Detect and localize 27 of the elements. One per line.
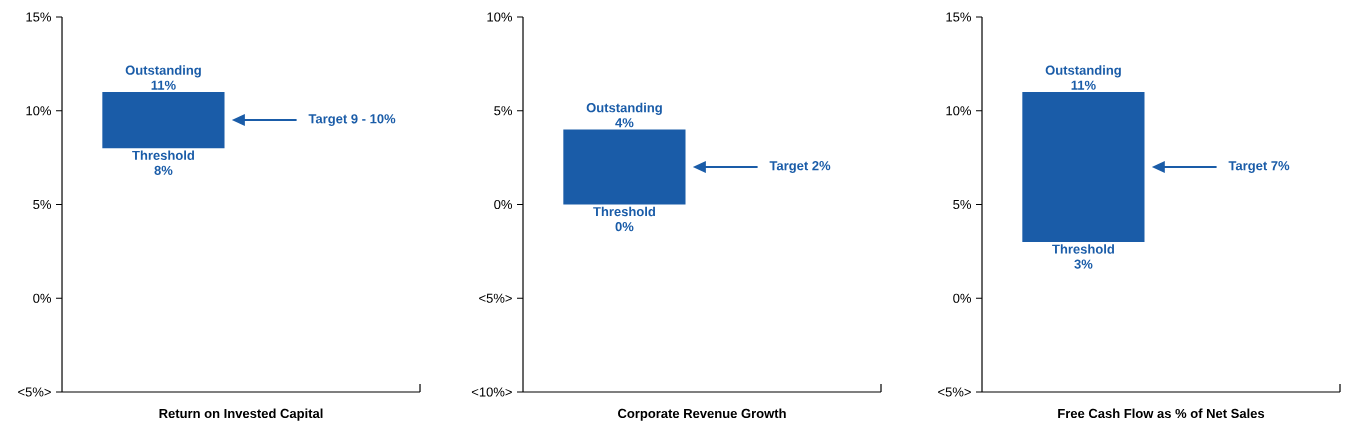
ref-line-label: Target 9 - 10% <box>308 114 396 127</box>
x-axis-title: Free Cash Flow as % of Net Sales <box>1058 408 1265 419</box>
y-tick-label: 5% <box>33 199 52 210</box>
y-tick-label: 10% <box>946 106 972 116</box>
y-tick-label: <5%> <box>18 387 51 397</box>
annotation: Threshold 3% <box>1052 244 1114 269</box>
y-tick-label: <5%> <box>938 387 971 397</box>
y-tick-label: 15% <box>946 12 972 22</box>
y-tick-label: 0% <box>33 293 52 303</box>
annotation: Outstanding 11% <box>1045 65 1121 90</box>
annotation: Outstanding 4% <box>586 102 662 128</box>
ref-line-label: Target 2% <box>769 161 831 173</box>
y-tick-label: 5% <box>494 106 513 116</box>
y-tick-label: 15% <box>26 12 52 22</box>
y-tick-label: 0% <box>953 293 972 303</box>
x-axis-title: Return on Invested Capital <box>159 408 323 421</box>
y-tick-label: 10% <box>487 12 513 22</box>
y-tick-label: 10% <box>26 106 52 116</box>
annotation: Threshold 0% <box>593 206 655 232</box>
annotation: Outstanding 11% <box>125 65 201 90</box>
y-tick-label: 5% <box>953 199 972 210</box>
y-tick-label: 0% <box>494 199 513 210</box>
annotation: Threshold 8% <box>132 150 194 175</box>
ref-line-label: Target 7% <box>1228 161 1290 173</box>
y-tick-label: <5%> <box>479 293 512 303</box>
x-axis-title: Corporate Revenue Growth <box>618 408 786 421</box>
y-tick-label: <10%> <box>471 387 512 397</box>
